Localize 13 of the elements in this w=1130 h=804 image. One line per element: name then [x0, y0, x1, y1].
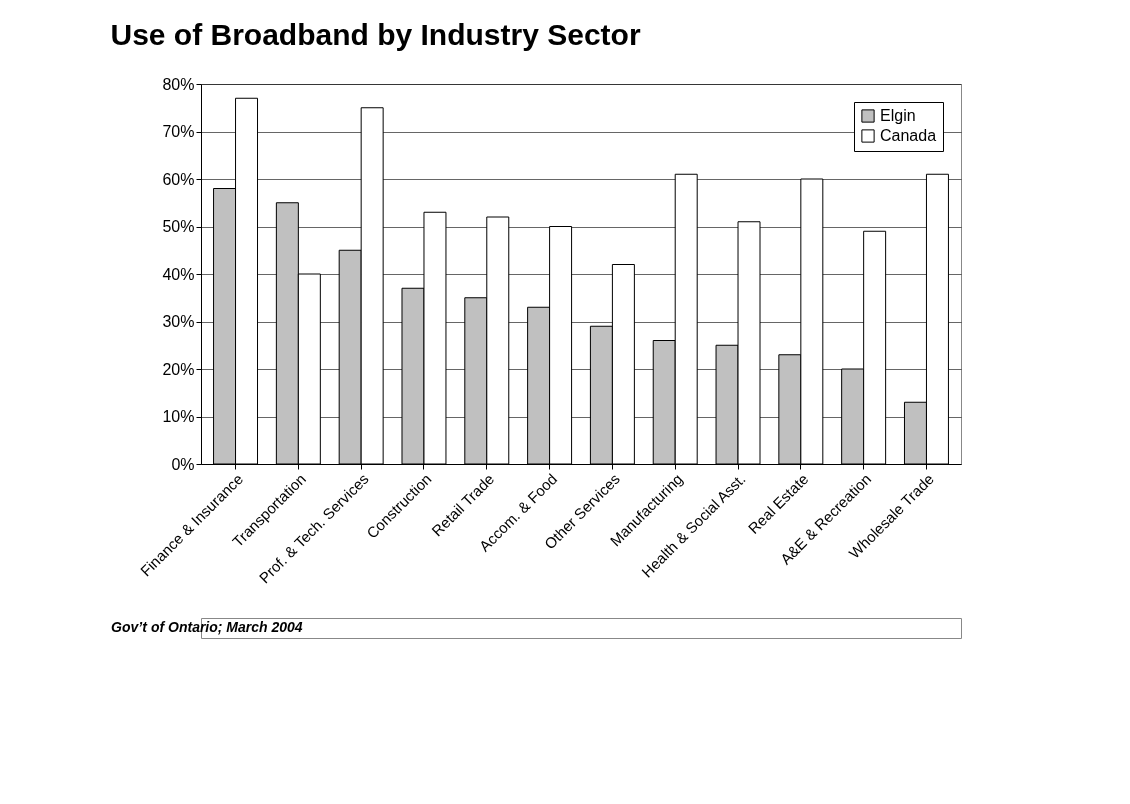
legend-label: Canada [880, 127, 937, 144]
y-tick-label: 50% [162, 218, 195, 235]
y-tick-label: 40% [162, 265, 195, 283]
y-tick-label: 60% [162, 170, 195, 188]
y-tick-label: 70% [162, 123, 195, 140]
chart-title: Use of Broadband by Industry Sector [110, 17, 641, 51]
y-tick-label: 0% [171, 455, 195, 473]
y-tick-label: 10% [162, 408, 195, 425]
y-tick-label: 20% [162, 360, 195, 378]
y-tick-label: 30% [162, 313, 195, 330]
y-tick-label: 80% [162, 75, 195, 93]
text: Gov’t of Ontario; March 2004 [111, 619, 303, 635]
legend-label: Elgin [880, 107, 916, 124]
